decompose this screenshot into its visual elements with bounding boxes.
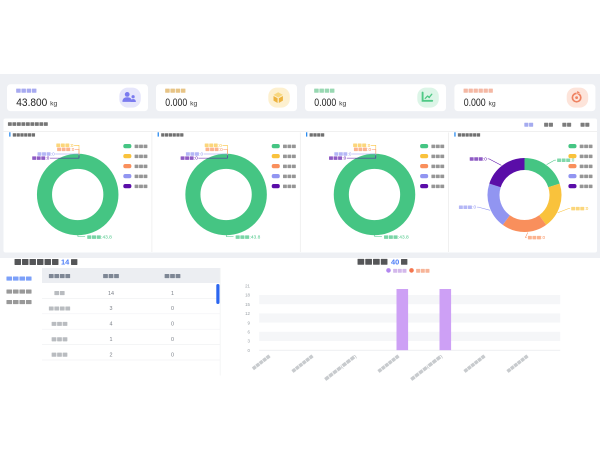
svg-text::0: :0: [342, 156, 346, 161]
svg-text::43.8: :43.8: [398, 235, 409, 240]
svg-text::0: :0: [541, 235, 545, 240]
svg-text::0: :0: [199, 152, 203, 157]
svg-text:21: 21: [245, 284, 250, 289]
svg-text:kg: kg: [50, 101, 57, 108]
svg-text::0: :0: [219, 147, 223, 152]
svg-text:0.000: 0.000: [464, 97, 486, 109]
svg-text::0: :0: [70, 147, 74, 152]
svg-text:0: 0: [171, 352, 174, 358]
svg-text:kg: kg: [489, 101, 496, 108]
svg-text:0: 0: [171, 322, 174, 328]
svg-text:1: 1: [171, 291, 174, 297]
svg-text:40: 40: [391, 257, 399, 266]
svg-text::0: :0: [472, 205, 476, 210]
svg-text:6: 6: [248, 330, 251, 335]
svg-text::0: :0: [348, 152, 352, 157]
svg-text:14: 14: [61, 258, 70, 267]
svg-text::0: :0: [483, 157, 487, 162]
svg-text::0: :0: [585, 206, 589, 211]
svg-text:0: 0: [171, 306, 174, 312]
svg-text::0: :0: [367, 147, 371, 152]
svg-text:): ): [353, 353, 358, 358]
svg-text:15: 15: [245, 302, 250, 307]
svg-text:2: 2: [110, 352, 113, 358]
svg-text:12: 12: [245, 311, 250, 316]
svg-text::0: :0: [46, 156, 50, 161]
svg-text:0.000: 0.000: [165, 97, 187, 109]
svg-text:14: 14: [108, 291, 114, 297]
svg-text:kg: kg: [190, 101, 197, 108]
svg-text::43.8: :43.8: [250, 235, 261, 240]
svg-text:18: 18: [245, 293, 250, 298]
svg-text:0.000: 0.000: [314, 97, 336, 109]
svg-text::43.8: :43.8: [101, 235, 112, 240]
svg-text:3: 3: [110, 306, 113, 312]
svg-text:43.800: 43.800: [16, 97, 47, 109]
svg-text::0: :0: [570, 158, 574, 163]
svg-text:(: (: [339, 364, 344, 369]
svg-text::0: :0: [70, 143, 74, 148]
svg-text:0: 0: [171, 337, 174, 343]
svg-text:4: 4: [110, 322, 113, 328]
svg-text::0: :0: [51, 152, 55, 157]
svg-text:3: 3: [248, 339, 251, 344]
svg-text:0: 0: [248, 348, 251, 353]
svg-text:): ): [439, 353, 444, 358]
svg-text::0: :0: [366, 143, 370, 148]
svg-text:(: (: [425, 364, 430, 369]
svg-text::0: :0: [194, 156, 198, 161]
svg-text::0: :0: [218, 143, 222, 148]
svg-text:9: 9: [248, 320, 251, 325]
svg-text:1: 1: [110, 337, 113, 343]
svg-text:kg: kg: [339, 101, 346, 108]
